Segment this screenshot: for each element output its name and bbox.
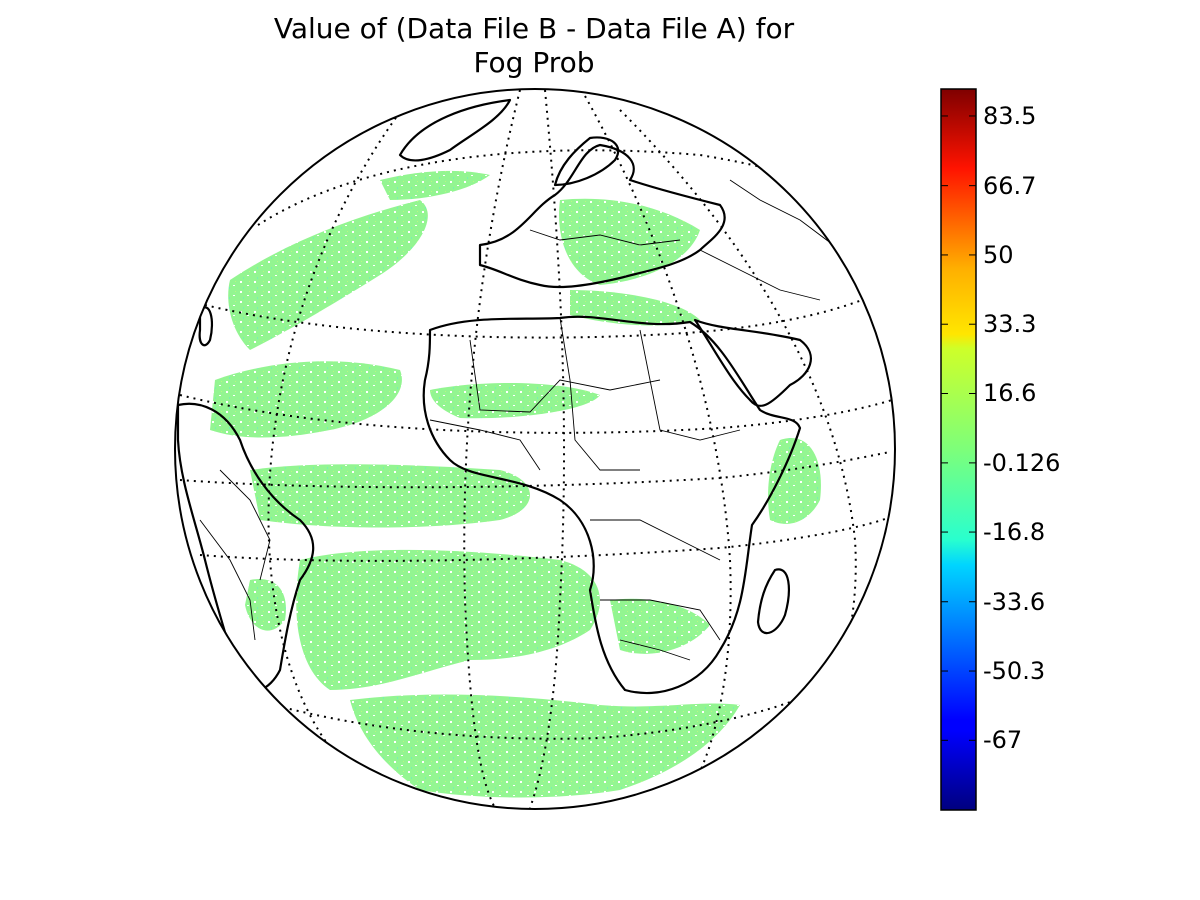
parallel-15s bbox=[199, 517, 889, 562]
coast-scandinavia bbox=[553, 136, 620, 187]
globe bbox=[174, 88, 896, 810]
coast-greenland bbox=[398, 98, 512, 162]
coast-north-america bbox=[198, 306, 214, 347]
colorbar-tick-label: -50.3 bbox=[983, 657, 1046, 686]
colorbar-tick-label: 83.5 bbox=[983, 101, 1037, 130]
border-9 bbox=[699, 249, 821, 301]
plot-title: Value of (Data File B - Data File A) for… bbox=[234, 12, 834, 80]
colorbar-tick-label: -16.8 bbox=[983, 518, 1046, 547]
field-caribbean bbox=[245, 579, 286, 631]
field-equatorial-atlantic bbox=[250, 464, 530, 528]
field-sahara bbox=[430, 383, 600, 419]
field-mediterranean bbox=[570, 290, 700, 326]
colorbar-tick-label: -67 bbox=[983, 726, 1023, 755]
parallel-60n bbox=[257, 149, 821, 226]
field-north-band bbox=[380, 170, 490, 200]
coast-madagascar bbox=[756, 568, 790, 635]
field-europe bbox=[559, 198, 700, 285]
border-10 bbox=[729, 179, 841, 251]
border-4 bbox=[429, 419, 541, 471]
border-7 bbox=[619, 639, 691, 661]
field-north-atlantic bbox=[228, 200, 428, 350]
border-12 bbox=[199, 519, 256, 641]
coast-arabia bbox=[693, 318, 812, 407]
graticule bbox=[179, 89, 893, 809]
border-1 bbox=[469, 339, 661, 413]
border-6 bbox=[600, 599, 721, 641]
title-line-2: Fog Prob bbox=[473, 46, 595, 79]
field-southern-africa bbox=[610, 598, 710, 654]
fog-prob-difference-field bbox=[210, 170, 821, 798]
colorbar-ticks bbox=[941, 115, 976, 741]
coast-africa bbox=[422, 315, 802, 695]
colorbar-tick-label: 33.3 bbox=[983, 310, 1037, 339]
border-3 bbox=[639, 329, 741, 441]
colorbar-tick-label: 16.6 bbox=[983, 379, 1037, 408]
parallel-equator bbox=[179, 451, 891, 489]
colorbar-tick-label: -0.126 bbox=[983, 448, 1061, 477]
field-central-atlantic bbox=[210, 361, 402, 438]
coast-south-america bbox=[176, 402, 315, 692]
parallel-15n bbox=[179, 394, 893, 434]
field-southern-band bbox=[350, 694, 740, 798]
colorbar-tick-label: -33.6 bbox=[983, 587, 1046, 616]
coastlines bbox=[176, 98, 812, 695]
colorbar-tick-label: 66.7 bbox=[983, 171, 1037, 200]
globe-outline bbox=[174, 88, 896, 810]
border-11 bbox=[219, 469, 271, 581]
meridian-3 bbox=[529, 89, 566, 809]
border-5 bbox=[590, 519, 721, 561]
border-2 bbox=[559, 317, 640, 471]
meridian-2 bbox=[463, 89, 521, 809]
border-8 bbox=[529, 229, 681, 246]
colorbar bbox=[940, 88, 977, 811]
meridian-4 bbox=[584, 95, 732, 791]
country-borders bbox=[199, 179, 841, 661]
field-south-atlantic bbox=[296, 549, 600, 690]
title-line-1: Value of (Data File B - Data File A) for bbox=[273, 12, 795, 45]
colorbar-gradient bbox=[940, 88, 977, 811]
colorbar-tick-label: 50 bbox=[983, 240, 1014, 269]
field-east-africa bbox=[768, 438, 821, 524]
